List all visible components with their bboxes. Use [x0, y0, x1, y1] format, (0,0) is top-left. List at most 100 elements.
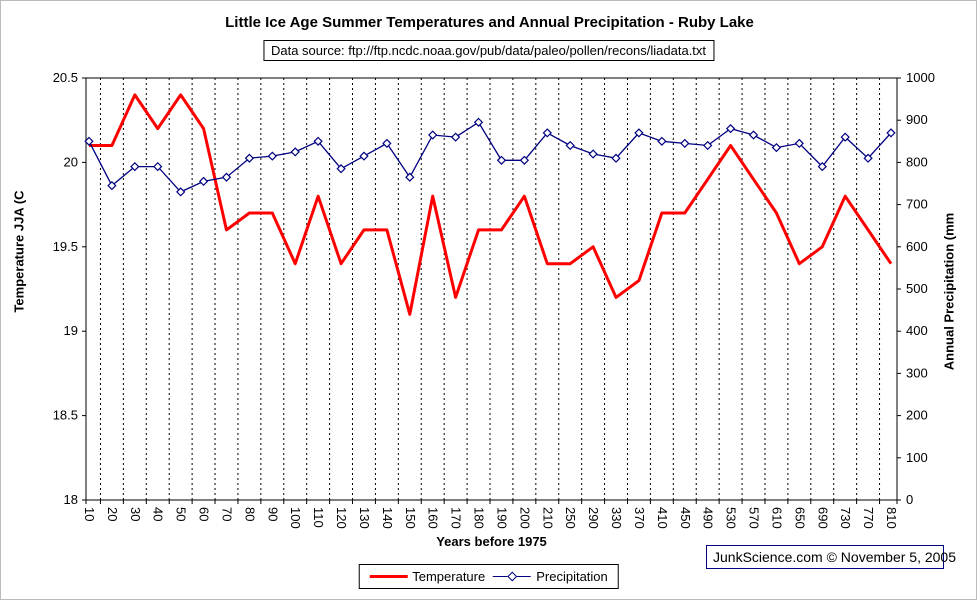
x-tick-label: 530	[724, 507, 739, 529]
y-right-tick-label: 100	[906, 450, 928, 465]
legend: Temperature Precipitation	[358, 564, 619, 589]
precipitation-marker	[794, 138, 804, 149]
y-right-tick-label: 600	[906, 239, 928, 254]
precipitation-marker	[198, 176, 209, 187]
precipitation-marker	[450, 132, 461, 142]
precipitation-marker	[176, 187, 186, 197]
legend-label-temperature: Temperature	[412, 569, 486, 584]
precipitation-marker	[221, 172, 232, 182]
legend-label-precipitation: Precipitation	[536, 569, 608, 584]
x-tick-label: 730	[838, 507, 853, 529]
chart-title: Little Ice Age Summer Temperatures and A…	[225, 14, 754, 31]
precipitation-marker	[703, 140, 713, 151]
y-right-tick-label: 300	[906, 365, 928, 380]
x-tick-label: 190	[494, 507, 509, 529]
precipitation-marker	[863, 153, 873, 163]
y-left-tick-label: 20.5	[53, 70, 78, 85]
x-tick-label: 140	[380, 507, 395, 529]
attribution-box: JunkScience.com © November 5, 2005	[706, 545, 956, 569]
x-axis-title: Years before 1975	[436, 534, 547, 549]
y-right-tick-label: 1000	[906, 70, 935, 85]
x-tick-label: 30	[128, 507, 143, 521]
x-tick-label: 330	[609, 507, 624, 529]
y-left-tick-label: 18	[64, 492, 78, 507]
x-tick-label: 130	[357, 507, 372, 529]
precipitation-marker	[542, 128, 552, 138]
x-tick-label: 210	[540, 507, 555, 529]
precipitation-marker	[611, 153, 621, 163]
y-right-tick-label: 500	[906, 281, 928, 296]
precipitation-line-swatch	[493, 571, 532, 582]
x-tick-label: 690	[815, 507, 830, 529]
precipitation-marker	[428, 130, 438, 140]
precipitation-marker	[680, 138, 690, 149]
x-tick-label: 60	[197, 507, 212, 521]
x-tick-label: 370	[632, 507, 647, 529]
x-tick-label: 490	[701, 507, 716, 529]
left-axis-title: Temperature JJA (C	[11, 190, 27, 313]
y-left-tick-label: 18.5	[53, 408, 78, 423]
precipitation-marker	[565, 140, 575, 151]
precipitation-marker	[519, 155, 530, 165]
x-tick-label: 90	[265, 507, 280, 521]
data-source-box: Data source: ftp://ftp.ncdc.noaa.gov/pub…	[262, 40, 715, 61]
x-tick-label: 110	[311, 507, 326, 528]
y-right-tick-label: 700	[906, 197, 928, 212]
precipitation-marker	[382, 138, 392, 149]
precipitation-marker	[336, 164, 346, 174]
temperature-line-swatch	[369, 575, 408, 578]
precipitation-marker	[496, 155, 507, 165]
precipitation-marker	[107, 180, 117, 191]
y-right-tick-label: 800	[906, 154, 928, 169]
x-tick-label: 650	[792, 507, 807, 529]
legend-item-precipitation: Precipitation	[493, 569, 608, 584]
precipitation-marker	[634, 128, 644, 138]
precipitation-marker	[657, 136, 667, 146]
x-tick-label: 10	[82, 507, 97, 521]
diamond-marker-icon	[507, 571, 518, 582]
x-tick-label: 40	[151, 507, 166, 521]
x-tick-label: 810	[884, 507, 899, 529]
precipitation-marker	[313, 136, 323, 146]
precipitation-marker	[153, 161, 163, 172]
x-tick-label: 410	[655, 507, 670, 529]
y-right-tick-label: 400	[906, 323, 928, 338]
y-left-tick-label: 19	[64, 323, 78, 338]
x-tick-label: 50	[174, 507, 189, 521]
x-tick-label: 150	[403, 507, 418, 529]
x-tick-label: 20	[105, 507, 120, 521]
precipitation-marker	[473, 117, 484, 127]
precipitation-marker	[267, 151, 277, 161]
x-tick-label: 70	[219, 507, 234, 521]
x-tick-label: 180	[472, 507, 487, 529]
x-tick-label: 170	[449, 507, 464, 529]
precipitation-marker	[817, 161, 827, 172]
x-tick-label: 120	[334, 507, 349, 529]
precipitation-marker	[84, 136, 94, 146]
precipitation-marker	[359, 151, 369, 161]
x-tick-label: 200	[517, 507, 532, 529]
x-tick-label: 290	[586, 507, 601, 529]
precipitation-marker	[725, 123, 736, 134]
right-axis-title: Annual Precipitation (mm	[941, 212, 957, 371]
y-left-tick-label: 19.5	[53, 239, 78, 254]
x-tick-label: 250	[563, 507, 578, 529]
precipitation-marker	[748, 130, 759, 140]
y-right-tick-label: 0	[906, 492, 913, 507]
x-tick-label: 570	[747, 507, 762, 529]
precipitation-marker	[771, 142, 782, 153]
y-left-tick-label: 20	[64, 154, 78, 169]
precipitation-marker	[130, 161, 140, 172]
precipitation-marker	[244, 153, 255, 163]
x-tick-label: 610	[769, 507, 784, 529]
x-tick-label: 160	[426, 507, 441, 529]
x-tick-label: 450	[678, 507, 693, 529]
y-right-tick-label: 200	[906, 408, 928, 423]
temperature-series-line	[89, 93, 893, 316]
x-tick-label: 100	[288, 507, 303, 529]
precipitation-marker	[886, 128, 896, 138]
x-tick-label: 80	[242, 507, 257, 521]
legend-item-temperature: Temperature	[369, 569, 485, 584]
